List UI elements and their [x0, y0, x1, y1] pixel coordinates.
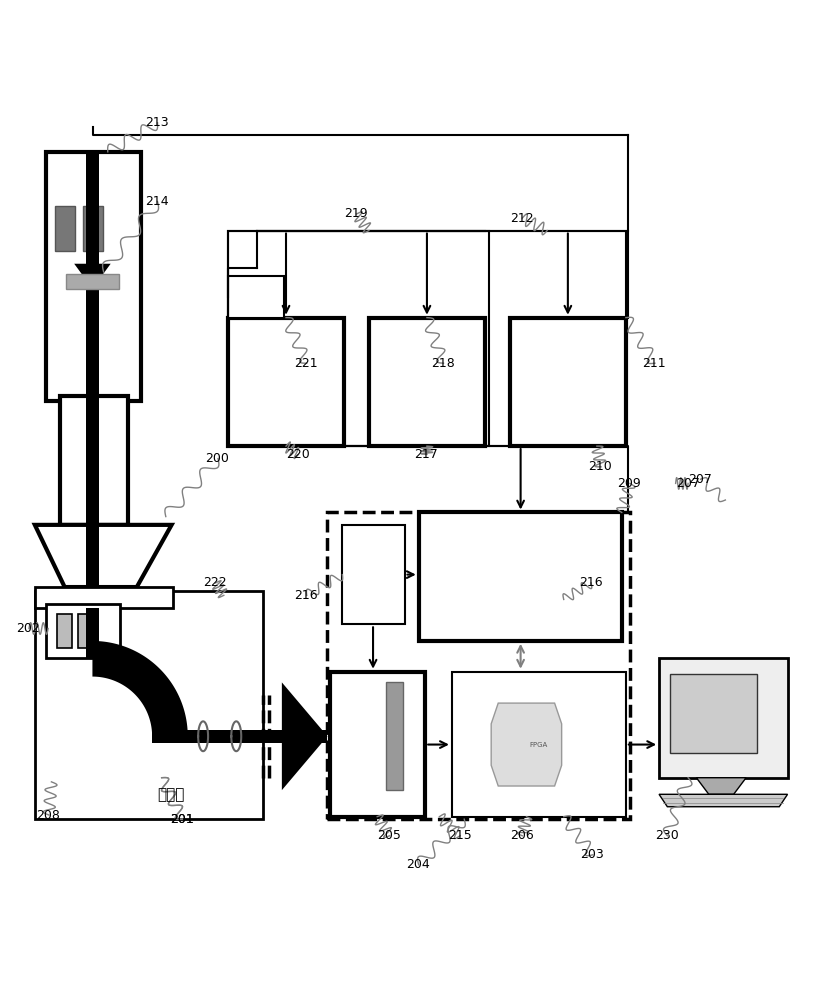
- Text: 侧视图: 侧视图: [157, 787, 185, 802]
- Bar: [228, 231, 625, 446]
- Bar: [509, 318, 625, 446]
- Polygon shape: [86, 289, 99, 587]
- Text: 201: 201: [170, 813, 194, 826]
- Bar: [60, 396, 128, 525]
- Polygon shape: [152, 730, 327, 743]
- Text: 216: 216: [294, 589, 317, 602]
- Text: 230: 230: [654, 829, 678, 842]
- Text: FPGA: FPGA: [529, 742, 547, 748]
- Bar: [342, 525, 404, 624]
- Bar: [451, 672, 625, 817]
- Bar: [228, 231, 489, 446]
- Polygon shape: [490, 703, 561, 786]
- Bar: [57, 614, 72, 648]
- Text: 221: 221: [294, 357, 317, 370]
- Bar: [66, 274, 119, 289]
- Text: 219: 219: [344, 207, 367, 220]
- Bar: [46, 604, 120, 658]
- Bar: [228, 276, 284, 318]
- Bar: [83, 206, 103, 251]
- Polygon shape: [86, 608, 99, 658]
- Bar: [78, 614, 93, 648]
- Text: 205: 205: [377, 829, 401, 842]
- Text: 201: 201: [170, 813, 194, 826]
- Bar: [55, 206, 75, 251]
- Text: 214: 214: [145, 195, 168, 208]
- Bar: [35, 591, 262, 819]
- Bar: [330, 672, 425, 817]
- Polygon shape: [282, 682, 327, 790]
- Text: 217: 217: [414, 448, 438, 461]
- Bar: [327, 512, 629, 819]
- Text: 215: 215: [447, 829, 471, 842]
- Bar: [658, 658, 787, 778]
- Text: 222: 222: [203, 576, 226, 589]
- Text: 203: 203: [580, 848, 604, 861]
- Text: 207: 207: [675, 477, 699, 490]
- Polygon shape: [74, 264, 111, 289]
- Bar: [46, 152, 141, 401]
- Polygon shape: [93, 641, 187, 736]
- Polygon shape: [696, 778, 745, 794]
- Text: 208: 208: [36, 809, 60, 822]
- Text: 218: 218: [431, 357, 455, 370]
- Text: 202: 202: [17, 622, 41, 635]
- Text: 216: 216: [578, 576, 601, 589]
- Polygon shape: [35, 525, 171, 587]
- Bar: [669, 674, 756, 753]
- Bar: [418, 512, 621, 641]
- Text: 211: 211: [642, 357, 665, 370]
- Text: 209: 209: [617, 477, 641, 490]
- Text: 220: 220: [286, 448, 310, 461]
- Bar: [386, 682, 402, 790]
- Text: 204: 204: [406, 858, 430, 871]
- Polygon shape: [86, 152, 99, 264]
- Bar: [368, 318, 484, 446]
- Text: 200: 200: [205, 452, 229, 465]
- Bar: [35, 587, 173, 608]
- Polygon shape: [658, 794, 787, 807]
- Bar: [228, 318, 344, 446]
- Text: 207: 207: [687, 473, 711, 486]
- Text: 213: 213: [145, 116, 168, 129]
- Text: 212: 212: [509, 212, 532, 225]
- Text: 206: 206: [509, 829, 533, 842]
- Text: 210: 210: [588, 460, 612, 473]
